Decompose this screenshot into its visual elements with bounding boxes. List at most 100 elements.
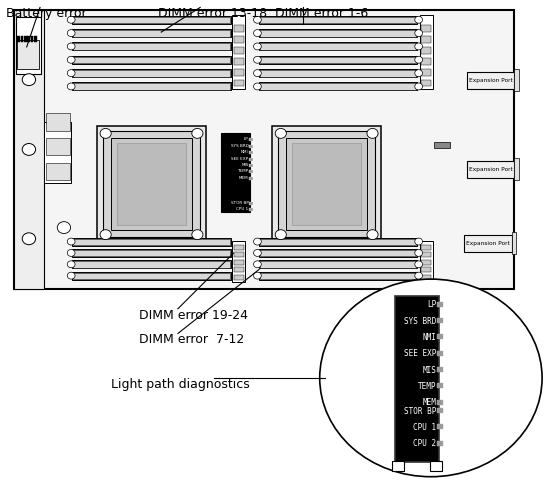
Bar	[17, 40, 39, 69]
Bar	[272, 126, 381, 242]
Bar	[437, 400, 443, 405]
Circle shape	[415, 56, 423, 63]
Bar	[221, 133, 250, 212]
Bar	[260, 239, 416, 245]
Bar	[14, 10, 514, 289]
Bar	[259, 69, 417, 77]
Bar	[260, 43, 416, 50]
Text: NMI: NMI	[423, 333, 436, 342]
Circle shape	[254, 261, 261, 268]
Bar	[21, 36, 23, 42]
Text: STOR BP: STOR BP	[231, 201, 249, 205]
Circle shape	[367, 128, 378, 138]
Bar	[249, 151, 253, 154]
Bar	[16, 17, 41, 74]
Circle shape	[415, 249, 423, 256]
Bar	[234, 267, 244, 272]
Bar	[421, 69, 431, 76]
Text: Light path diagnostics: Light path diagnostics	[111, 378, 250, 391]
Text: NMI: NMI	[241, 150, 249, 154]
Text: LP: LP	[427, 300, 436, 309]
Bar	[514, 158, 519, 180]
Bar	[72, 42, 231, 50]
Text: MEM: MEM	[423, 398, 436, 407]
Bar	[467, 161, 514, 178]
Bar	[249, 138, 253, 141]
Text: STOR BP: STOR BP	[404, 407, 436, 415]
Bar	[421, 25, 431, 32]
Bar	[434, 142, 450, 148]
Text: SYS BRD: SYS BRD	[404, 317, 436, 326]
Bar	[249, 145, 253, 148]
Circle shape	[254, 238, 261, 245]
Bar	[260, 57, 416, 63]
Bar	[286, 138, 367, 230]
Bar	[234, 80, 244, 86]
Bar	[437, 367, 443, 372]
Bar	[234, 36, 244, 43]
Circle shape	[415, 238, 423, 245]
Bar	[259, 29, 417, 37]
Bar	[46, 163, 70, 180]
Bar	[259, 260, 417, 268]
Circle shape	[67, 30, 75, 37]
Bar	[260, 250, 416, 256]
Circle shape	[415, 16, 423, 23]
Bar	[17, 36, 20, 42]
Bar	[437, 441, 443, 446]
Text: DIMM error 13-18: DIMM error 13-18	[158, 7, 267, 20]
Circle shape	[57, 222, 71, 234]
Bar	[467, 72, 514, 89]
Circle shape	[192, 230, 203, 240]
Circle shape	[254, 70, 261, 77]
Bar	[421, 275, 431, 280]
Bar	[259, 16, 417, 24]
Bar	[234, 47, 244, 54]
Circle shape	[320, 279, 542, 477]
Bar	[392, 461, 404, 471]
Circle shape	[67, 70, 75, 77]
Bar	[512, 232, 516, 254]
Bar	[260, 17, 416, 23]
Bar	[259, 249, 417, 257]
Bar	[421, 260, 431, 265]
Bar	[260, 83, 416, 90]
Circle shape	[192, 128, 203, 138]
Text: TEMP: TEMP	[418, 382, 436, 391]
Bar	[259, 82, 417, 90]
Circle shape	[415, 272, 423, 279]
Bar	[72, 16, 231, 24]
Circle shape	[254, 249, 261, 256]
Bar	[259, 56, 417, 64]
Circle shape	[67, 272, 75, 279]
Circle shape	[415, 261, 423, 268]
Text: LP: LP	[244, 137, 249, 141]
Circle shape	[67, 249, 75, 256]
Circle shape	[415, 83, 423, 90]
Bar	[437, 383, 443, 388]
Circle shape	[67, 16, 75, 23]
Circle shape	[254, 272, 261, 279]
Text: SYS BRD: SYS BRD	[231, 144, 249, 148]
Text: TEMP: TEMP	[237, 169, 249, 173]
Circle shape	[22, 144, 36, 155]
Bar	[437, 318, 443, 323]
Bar	[249, 177, 253, 180]
Bar	[73, 261, 230, 268]
Bar	[249, 202, 253, 205]
Text: DIMM error  7-12: DIMM error 7-12	[139, 333, 244, 346]
Circle shape	[22, 233, 36, 245]
Bar	[421, 267, 431, 272]
Bar	[259, 238, 417, 246]
Bar	[249, 158, 253, 161]
Bar	[421, 252, 431, 257]
Text: Expansion Port: Expansion Port	[469, 78, 513, 83]
Bar	[73, 17, 230, 23]
Bar	[24, 36, 27, 42]
Bar	[514, 69, 519, 91]
Text: DIMM error 19-24: DIMM error 19-24	[139, 309, 248, 322]
Bar	[259, 42, 417, 50]
Bar	[103, 131, 200, 237]
Bar	[420, 241, 433, 282]
Circle shape	[254, 83, 261, 90]
